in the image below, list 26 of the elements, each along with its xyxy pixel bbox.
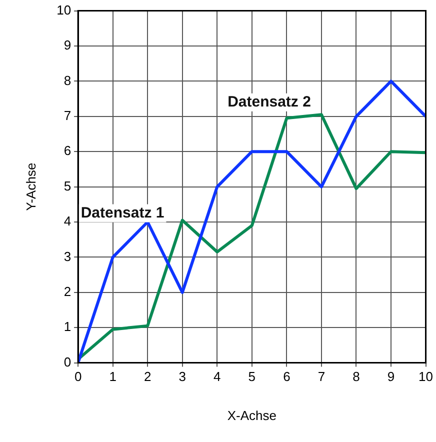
series-label: Datensatz 1 [80, 204, 164, 222]
series-label: Datensatz 2 [228, 93, 311, 110]
x-tick-label: 10 [418, 369, 434, 384]
y-tick-label: 6 [64, 143, 72, 158]
x-tick-label: 9 [387, 369, 395, 384]
y-tick-label: 8 [64, 72, 72, 88]
y-axis-title: Y-Achse [23, 162, 38, 211]
x-tick-label: 8 [352, 369, 360, 384]
y-tick-label: 5 [64, 178, 72, 194]
y-tick-label: 3 [64, 248, 72, 264]
x-tick-label: 1 [109, 369, 116, 384]
x-tick-label: 3 [178, 369, 186, 384]
y-tick-label: 7 [64, 108, 72, 123]
y-tick-label: 2 [64, 284, 72, 299]
x-tick-label: 2 [144, 369, 152, 384]
x-tick-label: 0 [74, 369, 82, 384]
x-tick-label: 5 [248, 369, 256, 384]
y-tick-label: 0 [64, 354, 72, 370]
y-tick-label: 9 [64, 38, 72, 53]
y-tick-label: 10 [56, 2, 72, 18]
x-axis-title: X-Achse [227, 408, 276, 423]
x-tick-label: 4 [214, 369, 221, 384]
x-tick-label: 7 [318, 369, 326, 384]
y-tick-label: 1 [64, 319, 72, 334]
y-tick-label: 4 [64, 214, 72, 229]
x-tick-label: 6 [283, 369, 290, 384]
